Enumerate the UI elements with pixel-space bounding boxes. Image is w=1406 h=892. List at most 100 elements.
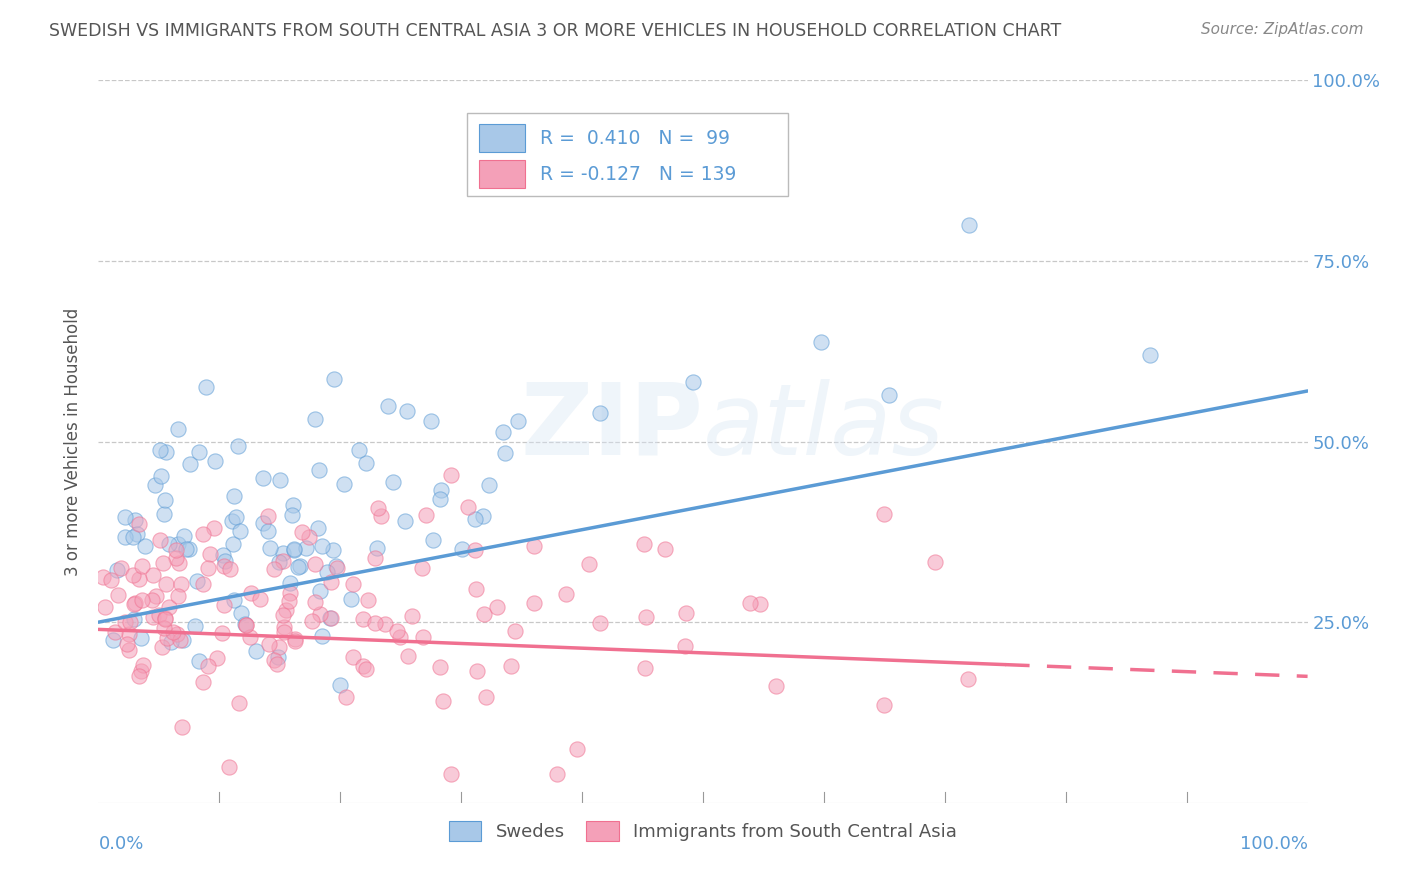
- Point: [222, 593, 245, 607]
- Point: [673, 639, 696, 653]
- Point: [765, 145, 787, 160]
- Point: [214, 554, 236, 568]
- Point: [91, 569, 114, 583]
- Point: [333, 476, 356, 491]
- Point: [291, 524, 314, 539]
- Point: [245, 643, 267, 657]
- Point: [191, 675, 214, 690]
- Point: [682, 375, 704, 389]
- Point: [114, 510, 136, 524]
- Point: [464, 543, 486, 558]
- Point: [432, 694, 454, 708]
- Point: [128, 669, 150, 683]
- Point: [128, 516, 150, 531]
- Point: [522, 596, 544, 610]
- Point: [364, 550, 387, 565]
- Point: [228, 439, 250, 453]
- Point: [229, 524, 252, 539]
- Point: [233, 617, 256, 632]
- Point: [142, 568, 165, 582]
- Point: [153, 611, 176, 625]
- Point: [166, 537, 188, 551]
- Point: [148, 608, 170, 623]
- Point: [589, 406, 612, 420]
- Point: [957, 218, 980, 232]
- Point: [167, 590, 190, 604]
- Point: [748, 597, 770, 611]
- Point: [211, 548, 233, 562]
- Point: [214, 598, 236, 612]
- Point: [326, 561, 349, 575]
- Text: SWEDISH VS IMMIGRANTS FROM SOUTH CENTRAL ASIA 3 OR MORE VEHICLES IN HOUSEHOLD CO: SWEDISH VS IMMIGRANTS FROM SOUTH CENTRAL…: [49, 22, 1062, 40]
- Point: [304, 595, 326, 609]
- Point: [179, 457, 201, 471]
- Point: [654, 542, 676, 557]
- Point: [475, 690, 498, 704]
- Point: [94, 600, 117, 615]
- Point: [128, 572, 150, 586]
- Point: [205, 650, 228, 665]
- Point: [295, 541, 318, 555]
- Point: [105, 563, 128, 577]
- Point: [366, 541, 388, 555]
- Point: [315, 565, 337, 579]
- Point: [174, 541, 197, 556]
- Point: [155, 577, 177, 591]
- Point: [197, 659, 219, 673]
- Point: [486, 599, 509, 614]
- Point: [810, 334, 832, 349]
- Point: [1139, 348, 1161, 362]
- Point: [149, 442, 172, 457]
- Point: [129, 664, 152, 678]
- Point: [374, 616, 396, 631]
- Point: [104, 625, 127, 640]
- Point: [335, 690, 357, 705]
- Point: [357, 593, 380, 607]
- Point: [269, 640, 291, 654]
- Point: [280, 576, 302, 591]
- Point: [152, 621, 174, 635]
- Point: [401, 609, 423, 624]
- Text: atlas: atlas: [703, 378, 945, 475]
- Point: [284, 632, 307, 646]
- Point: [429, 492, 451, 507]
- Point: [257, 637, 280, 651]
- Point: [290, 558, 312, 573]
- Point: [565, 742, 588, 756]
- Point: [167, 422, 190, 436]
- Y-axis label: 3 or more Vehicles in Household: 3 or more Vehicles in Household: [65, 308, 83, 575]
- Point: [149, 469, 172, 483]
- Point: [325, 558, 347, 573]
- Point: [589, 615, 612, 630]
- Point: [177, 542, 200, 557]
- Point: [122, 597, 145, 611]
- Point: [129, 631, 152, 645]
- Point: [143, 478, 166, 492]
- Point: [298, 530, 321, 544]
- Point: [352, 612, 374, 626]
- Point: [738, 596, 761, 610]
- Point: [284, 634, 307, 648]
- Point: [141, 609, 163, 624]
- Point: [162, 625, 184, 640]
- Point: [503, 624, 526, 638]
- FancyBboxPatch shape: [467, 112, 787, 196]
- Point: [273, 554, 295, 568]
- Point: [214, 559, 236, 574]
- Point: [494, 445, 516, 459]
- Point: [457, 500, 479, 514]
- Point: [394, 515, 416, 529]
- Point: [440, 468, 463, 483]
- Point: [321, 575, 343, 590]
- Point: [412, 631, 434, 645]
- Point: [873, 507, 896, 521]
- Point: [283, 541, 305, 556]
- Point: [231, 606, 253, 620]
- Point: [173, 529, 195, 543]
- Point: [464, 582, 486, 596]
- Point: [273, 625, 295, 640]
- Point: [308, 463, 330, 477]
- Bar: [479, 124, 526, 152]
- Point: [471, 508, 494, 523]
- Point: [675, 606, 697, 620]
